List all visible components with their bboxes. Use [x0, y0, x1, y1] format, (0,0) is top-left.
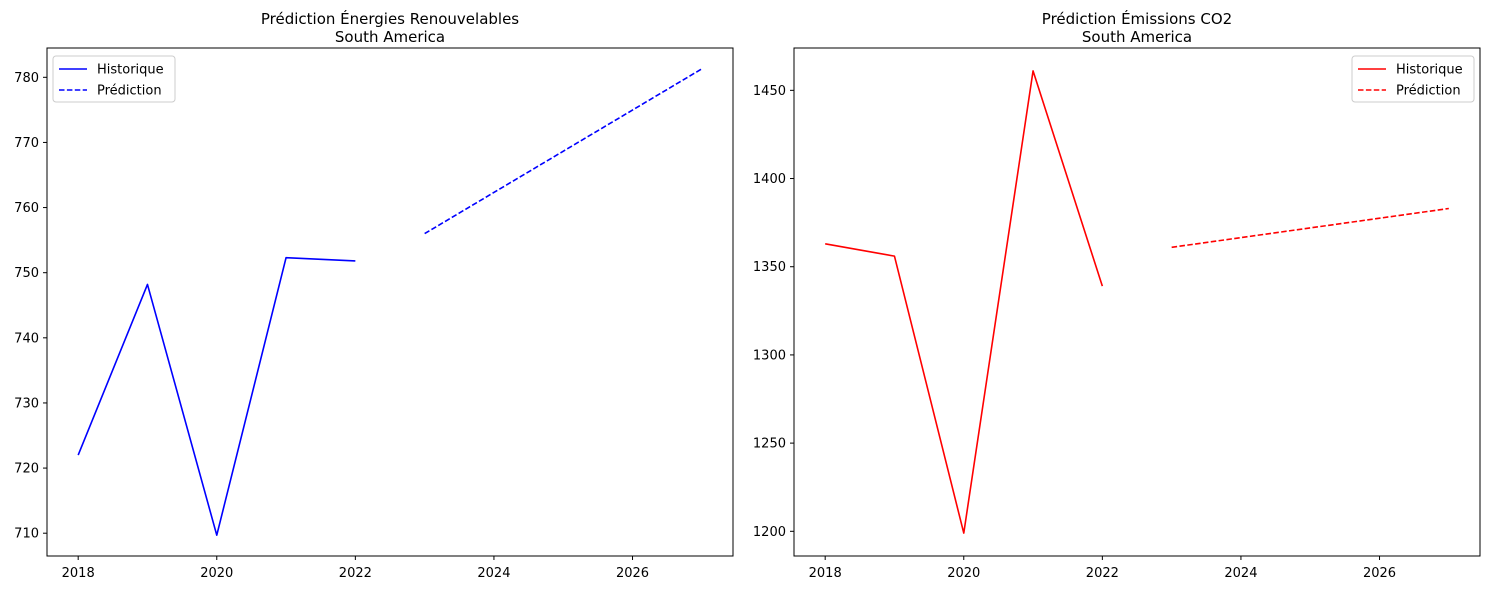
legend: Historique Prédiction	[1351, 55, 1475, 103]
y-tick-label: 1300	[753, 348, 786, 363]
x-tick-label: 2026	[1363, 566, 1396, 581]
y-tick-label: 770	[14, 136, 39, 151]
x-tick-label: 2026	[616, 566, 649, 581]
chart-subtitle: South America	[1082, 28, 1192, 46]
y-tick-label: 710	[14, 527, 39, 542]
plot-frame	[793, 47, 1481, 557]
x-tick-label: 2020	[200, 566, 233, 581]
x-tick-label: 2018	[809, 566, 842, 581]
legend-label: Historique	[97, 63, 164, 78]
x-tick-label: 2024	[477, 566, 510, 581]
y-tick-label: 1350	[753, 260, 786, 275]
legend-label: Prédiction	[1396, 84, 1461, 99]
series-line-historique	[77, 256, 356, 536]
y-tick-label: 1250	[753, 437, 786, 452]
y-tick-label: 750	[14, 266, 39, 281]
series-line-prdiction	[424, 68, 703, 235]
series-line-historique	[825, 70, 1104, 534]
y-tick-label: 1200	[753, 525, 786, 540]
y-tick-label: 720	[14, 462, 39, 477]
plot-frame	[46, 47, 734, 557]
chart-subtitle: South America	[335, 28, 445, 46]
chart-title: Prédiction Énergies Renouvelables	[261, 9, 519, 28]
y-tick-label: 780	[14, 71, 39, 86]
y-tick-label: 730	[14, 396, 39, 411]
x-tick-label: 2020	[947, 566, 980, 581]
chart-title: Prédiction Émissions CO2	[1042, 9, 1232, 28]
x-tick-label: 2022	[339, 566, 372, 581]
x-tick-label: 2024	[1224, 566, 1257, 581]
y-tick-label: 1450	[753, 84, 786, 99]
y-tick-label: 740	[14, 331, 39, 346]
legend-label: Prédiction	[97, 84, 162, 99]
x-tick-label: 2022	[1086, 566, 1119, 581]
legend-label: Historique	[1396, 63, 1463, 78]
y-tick-label: 760	[14, 201, 39, 216]
y-tick-label: 1400	[753, 172, 786, 187]
x-tick-label: 2018	[62, 566, 95, 581]
series-line-prdiction	[1171, 207, 1449, 249]
legend: Historique Prédiction	[52, 55, 176, 103]
